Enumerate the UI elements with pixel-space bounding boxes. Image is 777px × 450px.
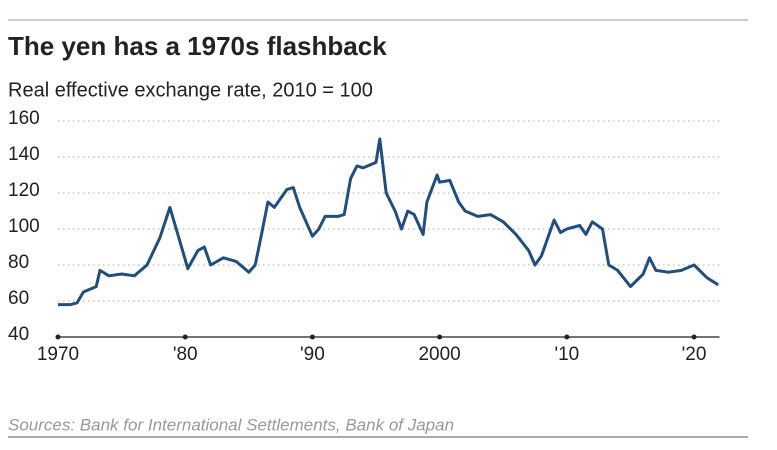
- x-tick-label: '80: [173, 344, 198, 365]
- source-note: Sources: Bank for International Settleme…: [8, 415, 454, 434]
- y-tick-label: 60: [8, 288, 29, 309]
- data-line: [58, 137, 720, 307]
- y-tick-label: 120: [8, 180, 40, 201]
- y-tick-label: 40: [8, 324, 29, 345]
- x-tick-label: '20: [682, 344, 707, 365]
- x-tick-label: '90: [300, 344, 325, 365]
- x-tick-mark: [309, 334, 315, 340]
- x-tick-mark: [55, 334, 61, 340]
- x-tick-mark: [691, 334, 697, 340]
- x-tick-mark: [182, 334, 188, 340]
- y-tick-label: 80: [8, 252, 29, 273]
- y-tick-label: 160: [8, 108, 40, 129]
- x-tick-label: 2000: [418, 344, 460, 365]
- x-tick-mark: [564, 334, 570, 340]
- chart-title: The yen has a 1970s flashback: [8, 31, 387, 61]
- y-tick-label: 140: [8, 144, 40, 165]
- x-tick-label: '10: [554, 344, 579, 365]
- y-tick-label: 100: [8, 216, 40, 237]
- x-tick-mark: [437, 334, 443, 340]
- chart-subtitle: Real effective exchange rate, 2010 = 100: [8, 79, 373, 101]
- x-tick-label: 1970: [37, 344, 79, 365]
